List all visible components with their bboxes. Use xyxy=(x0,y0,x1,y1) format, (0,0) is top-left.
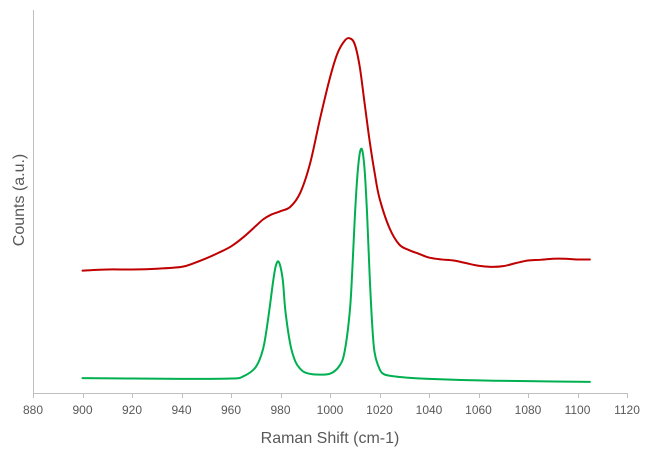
x-tick-label: 960 xyxy=(221,403,241,417)
x-tick-label: 1080 xyxy=(515,403,542,417)
x-tick-label: 980 xyxy=(270,403,290,417)
x-tick-label: 1040 xyxy=(416,403,443,417)
axes xyxy=(33,10,628,394)
x-axis-title: Raman Shift (cm-1) xyxy=(261,430,400,447)
y-axis-title: Counts (a.u.) xyxy=(11,154,28,246)
x-tick-label: 1120 xyxy=(614,403,640,417)
x-axis-ticks: 880 900 920 940 960 980 1000 1020 1040 1060 1080 11… xyxy=(23,393,640,417)
x-tick-label: 880 xyxy=(23,403,43,417)
x-tick-label: 920 xyxy=(122,403,142,417)
x-tick-label: 1060 xyxy=(465,403,492,417)
series-line-red xyxy=(81,37,591,272)
x-tick-label: 900 xyxy=(72,403,92,417)
x-tick-label: 1000 xyxy=(317,403,344,417)
series-line-green xyxy=(81,147,591,383)
series-lines xyxy=(81,37,591,383)
x-tick-label: 940 xyxy=(171,403,191,417)
x-tick-label: 1020 xyxy=(366,403,393,417)
x-tick-label: 1100 xyxy=(565,403,591,417)
